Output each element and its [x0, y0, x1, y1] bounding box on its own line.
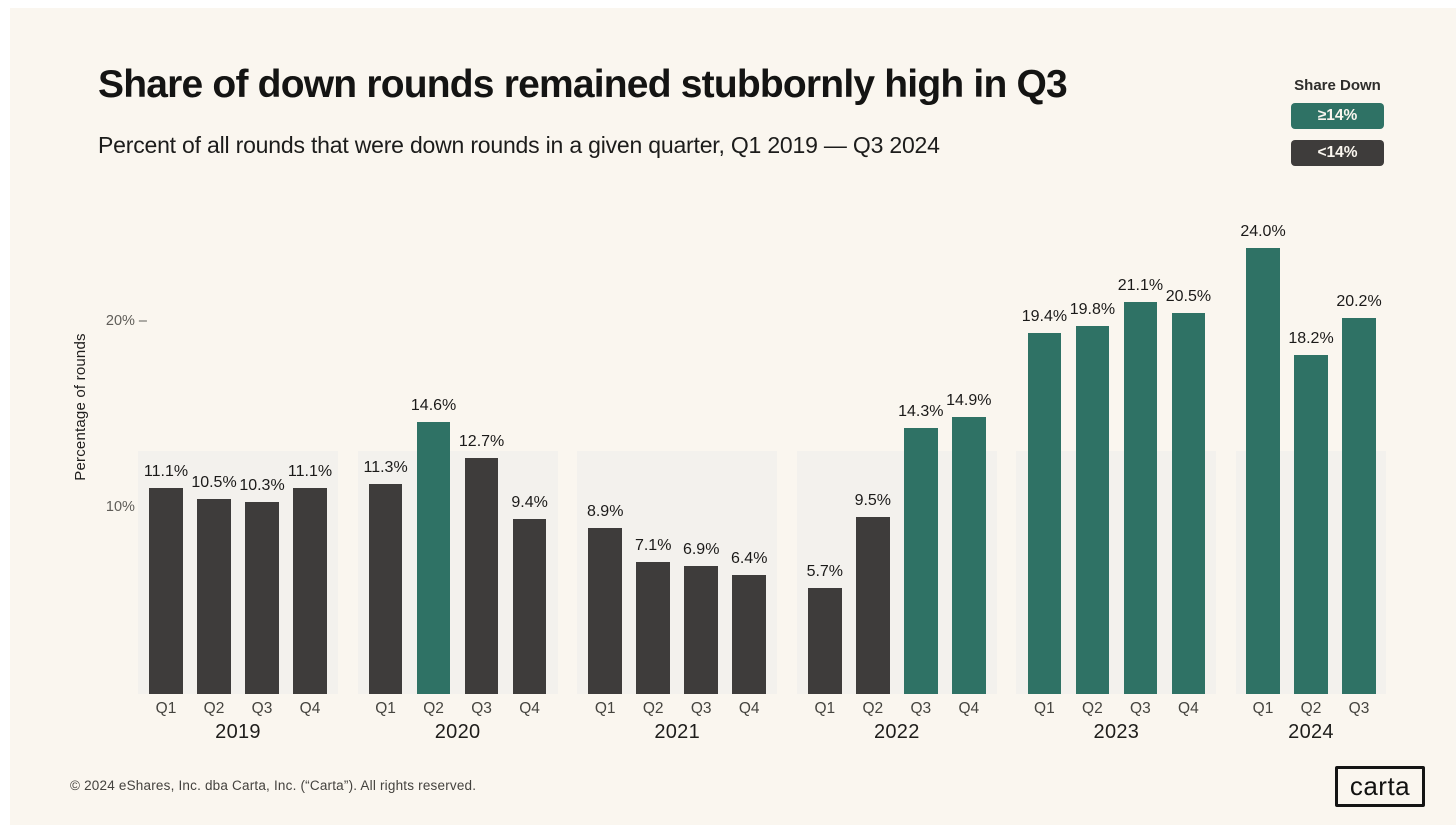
carta-logo: carta: [1335, 766, 1425, 807]
carta-logo-text: carta: [1349, 771, 1411, 801]
quarter-label: Q2: [862, 700, 884, 717]
bar-2020-Q4: 9.4% Q4: [511, 494, 547, 717]
legend-label-lt14: <14%: [1317, 144, 1358, 161]
bar-value-label: 18.2%: [1288, 330, 1334, 348]
year-label-2024: 2024: [1288, 721, 1334, 743]
bar-2020-Q2: 14.6% Q2: [411, 397, 456, 717]
quarter-label: Q3: [251, 700, 273, 717]
bar-value-label: 24.0%: [1240, 222, 1286, 240]
quarter-label: Q1: [375, 700, 396, 717]
bar-value-label: 19.8%: [1069, 300, 1116, 318]
year-band-2021: 8.9% Q1 7.1% Q2 6.9% Q3 6.4% Q4 2021: [577, 451, 778, 743]
bar-2022-Q1: 5.7% Q1: [807, 563, 843, 717]
bar-2021-Q2: 7.1% Q2: [635, 537, 671, 717]
bar-2023-Q3: 21.1% Q3: [1118, 277, 1163, 717]
chart-card: Share of down rounds remained stubbornly…: [10, 8, 1456, 825]
bar-value-label: 11.1%: [143, 462, 189, 480]
bar-value-label: 14.6%: [410, 397, 457, 415]
year-label-2022: 2022: [873, 721, 920, 743]
copyright-text: © 2024 eShares, Inc. dba Carta, Inc. (“C…: [70, 778, 477, 793]
quarter-label: Q2: [1300, 700, 1322, 717]
bar-value-label: 20.5%: [1165, 287, 1212, 305]
y-tick-10: 10% –: [105, 499, 147, 515]
bar-2024-Q2: 18.2% Q2: [1288, 330, 1333, 717]
bar-value-label: 9.4%: [511, 494, 548, 512]
bar-value-label: 8.9%: [586, 503, 624, 521]
quarter-label: Q4: [738, 700, 760, 717]
bar-value-label: 14.9%: [946, 391, 992, 409]
quarter-label: Q1: [594, 700, 616, 717]
bar-chart: 10% –20% –11.1% Q1 10.5% Q2 10.3% Q3 11.1% Q4 20…: [10, 8, 1456, 840]
bar-2023-Q1: 19.4% Q1: [1022, 308, 1067, 717]
quarter-label: Q2: [642, 700, 664, 717]
quarter-label: Q3: [1130, 700, 1151, 717]
year-band-2023: 19.4% Q1 19.8% Q2 21.1% Q3 20.5% Q4 2023: [1016, 277, 1217, 743]
legend-badge-ge14: ≥14%: [1291, 103, 1384, 129]
bar-2020-Q3: 12.7% Q3: [459, 433, 504, 717]
bar-value-label: 9.5%: [854, 492, 892, 510]
year-label-2023: 2023: [1093, 721, 1140, 743]
bar-value-label: 7.1%: [634, 536, 672, 554]
quarter-label: Q3: [471, 700, 492, 717]
bar-value-label: 21.1%: [1117, 276, 1164, 294]
year-band-2020: 11.3% Q1 14.6% Q2 12.7% Q3 9.4% Q4 2020: [357, 397, 558, 743]
bar-2022-Q2: 9.5% Q2: [855, 492, 891, 717]
page-subtitle: Percent of all rounds that were down rou…: [98, 132, 940, 158]
legend: Share Down ≥14% <14%: [1291, 77, 1384, 177]
quarter-label: Q2: [1082, 700, 1103, 717]
bar-2024-Q3: 20.2% Q3: [1336, 293, 1381, 717]
quarter-label: Q4: [519, 700, 540, 717]
bar-2019-Q1: 11.1% Q1: [144, 463, 188, 717]
bar-2022-Q4: 14.9% Q4: [946, 392, 991, 717]
bar-2019-Q2: 10.5% Q2: [191, 474, 236, 717]
bar-2023-Q2: 19.8% Q2: [1070, 301, 1115, 717]
year-label-2020: 2020: [434, 721, 481, 743]
bar-2021-Q3: 6.9% Q3: [683, 541, 719, 717]
bar-value-label: 11.1%: [287, 462, 333, 480]
bar-2021-Q1: 8.9% Q1: [587, 503, 623, 717]
quarter-label: Q4: [958, 700, 980, 717]
bar-2023-Q4: 20.5% Q4: [1166, 288, 1211, 717]
bar-2019-Q3: 10.3% Q3: [239, 477, 284, 717]
quarter-label: Q2: [423, 700, 444, 717]
bar-2024-Q1: 24.0% Q1: [1240, 223, 1285, 717]
quarter-label: Q1: [155, 700, 177, 717]
bar-value-label: 6.9%: [682, 540, 720, 558]
bar-2020-Q1: 11.3% Q1: [364, 459, 408, 717]
bar-value-label: 14.3%: [898, 403, 944, 421]
bar-value-label: 6.4%: [730, 549, 768, 567]
quarter-label: Q1: [1252, 700, 1274, 717]
bar-2021-Q4: 6.4% Q4: [731, 550, 767, 717]
y-tick-20: 20% –: [105, 313, 147, 329]
bar-2019-Q4: 11.1% Q4: [288, 463, 332, 717]
quarter-label: Q3: [690, 700, 712, 717]
year-label-2021: 2021: [654, 721, 701, 743]
quarter-label: Q1: [814, 700, 836, 717]
year-label-2019: 2019: [215, 721, 261, 743]
bar-value-label: 19.4%: [1021, 308, 1068, 326]
year-band-2022: 5.7% Q1 9.5% Q2 14.3% Q3 14.9% Q4 2022: [796, 392, 997, 743]
legend-badge-lt14: <14%: [1291, 140, 1384, 166]
legend-title: Share Down: [1294, 77, 1381, 94]
bar-value-label: 11.3%: [363, 458, 408, 476]
bar-2022-Q3: 14.3% Q3: [898, 403, 943, 717]
bar-value-label: 5.7%: [806, 562, 844, 580]
bar-value-label: 10.5%: [191, 473, 237, 491]
quarter-label: Q4: [1178, 700, 1199, 717]
bar-value-label: 10.3%: [239, 477, 285, 495]
quarter-label: Q4: [299, 700, 321, 717]
quarter-label: Q3: [910, 700, 932, 717]
year-band-2024: 24.0% Q1 18.2% Q2 20.2% Q3 2024: [1236, 223, 1386, 743]
legend-label-ge14: ≥14%: [1317, 107, 1358, 124]
bar-value-label: 12.7%: [458, 432, 505, 450]
page-title: Share of down rounds remained stubbornly…: [98, 63, 1068, 106]
year-band-2019: 11.1% Q1 10.5% Q2 10.3% Q3 11.1% Q4 2019: [138, 451, 338, 743]
quarter-label: Q3: [1348, 700, 1370, 717]
quarter-label: Q2: [203, 700, 225, 717]
bar-value-label: 20.2%: [1336, 293, 1382, 311]
quarter-label: Q1: [1034, 700, 1055, 717]
